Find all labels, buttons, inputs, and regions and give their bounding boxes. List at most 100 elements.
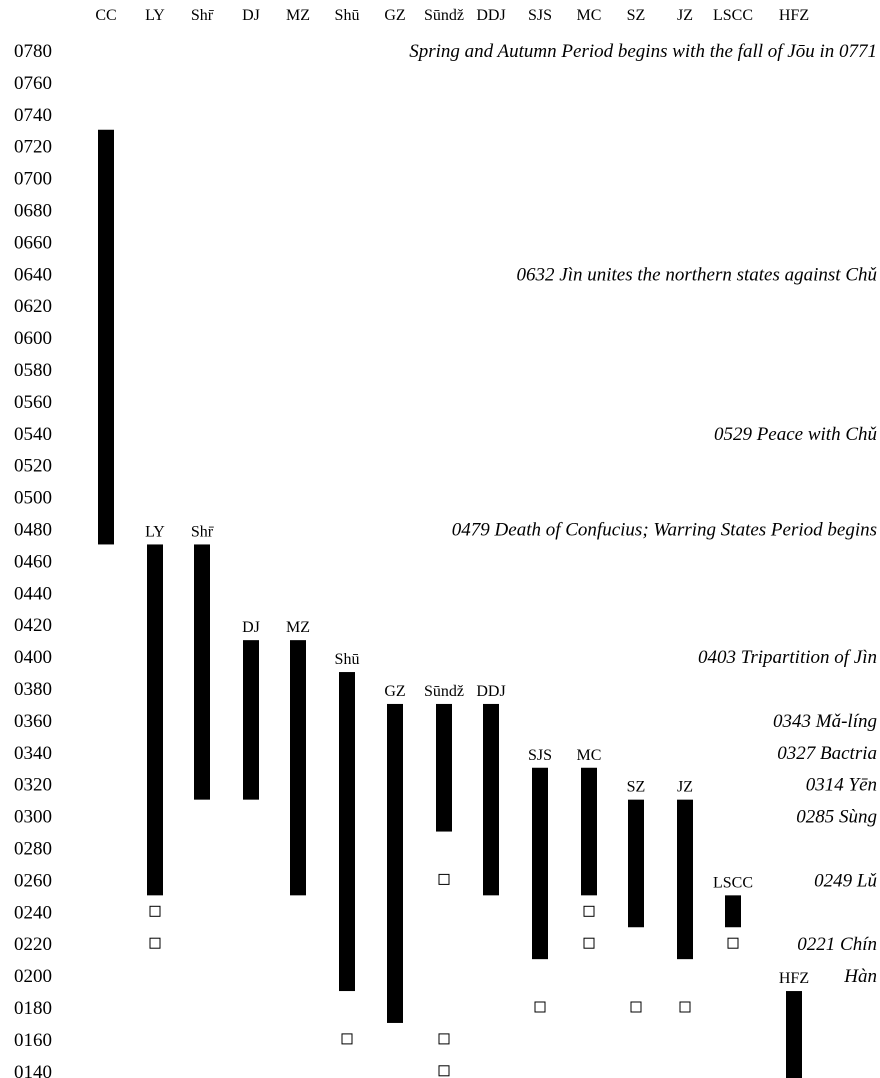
marker-ly [149, 937, 161, 949]
bar-label-sundz: Sūndž [424, 683, 464, 700]
column-header-dj: DJ [242, 7, 260, 24]
bar-label-shr: Shr̄ [191, 523, 214, 540]
bar-label-sjs: SJS [528, 747, 552, 764]
column-header-mz: MZ [286, 7, 310, 24]
bar-gz [387, 703, 403, 1023]
event-annotation: 0529 Peace with Chǔ [714, 424, 877, 445]
event-annotation: 0327 Bactria [777, 743, 877, 764]
bar-label-mc: MC [577, 747, 602, 764]
column-header-shr: Shr̄ [191, 7, 214, 24]
y-tick-label: 0340 [14, 743, 52, 764]
bar-sz [628, 799, 644, 928]
bar-shr [194, 544, 210, 800]
y-tick-label: 0740 [14, 105, 52, 126]
y-tick-label: 0700 [14, 169, 52, 190]
bar-ly [147, 544, 163, 896]
bar-label-hfz: HFZ [779, 970, 809, 987]
event-annotation: Hàn [843, 966, 877, 987]
y-tick-label: 0560 [14, 392, 52, 413]
bar-sundz [436, 703, 452, 832]
marker-sz [630, 1001, 642, 1013]
y-tick-label: 0480 [14, 520, 52, 541]
event-annotation: 0221 Chín [797, 934, 877, 955]
y-tick-label: 0320 [14, 775, 52, 796]
bar-label-ly: LY [145, 523, 165, 540]
y-tick-label: 0600 [14, 328, 52, 349]
bar-hfz [786, 991, 802, 1078]
y-tick-label: 0460 [14, 551, 52, 572]
bar-label-gz: GZ [384, 683, 405, 700]
bar-mc [581, 767, 597, 896]
year-axis: 0780 0760 0740 0720 0700 0680 0660 0640 0620 0600… [14, 41, 52, 1078]
bar-cc [98, 129, 114, 545]
y-tick-label: 0180 [14, 998, 52, 1019]
column-header-lscc: LSCC [713, 7, 753, 24]
y-tick-label: 0360 [14, 711, 52, 732]
column-headers: CC LY Shr̄ DJ MZ Shū GZ Sūndž DDJ SJS MC SZ JZ LSCC HF… [95, 7, 809, 24]
bar-label-lscc: LSCC [713, 874, 753, 891]
y-tick-label: 0160 [14, 1030, 52, 1051]
marker-mc [583, 905, 595, 917]
bar-labels: LY Shr̄ DJ MZ Shū GZ Sūndž DDJ SJS MC SZ JZ LSCC HFZ [145, 523, 809, 987]
bar-label-mz: MZ [286, 619, 310, 636]
column-header-hfz: HFZ [779, 7, 809, 24]
bar-shu [339, 672, 355, 992]
marker-mc [583, 937, 595, 949]
column-header-ly: LY [145, 7, 165, 24]
column-header-gz: GZ [384, 7, 405, 24]
marker-ly [149, 905, 161, 917]
y-tick-label: 0620 [14, 296, 52, 317]
column-header-ddj: DDJ [476, 7, 505, 24]
y-tick-label: 0440 [14, 583, 52, 604]
bar-ddj [483, 703, 499, 896]
y-tick-label: 0220 [14, 934, 52, 955]
y-tick-label: 0520 [14, 456, 52, 477]
column-header-sjs: SJS [528, 7, 552, 24]
y-tick-label: 0720 [14, 137, 52, 158]
y-tick-label: 0680 [14, 201, 52, 222]
marker-lscc [727, 937, 739, 949]
y-tick-label: 0300 [14, 807, 52, 828]
bar-label-sz: SZ [627, 779, 646, 796]
column-header-cc: CC [95, 7, 116, 24]
column-header-sundz: Sūndž [424, 7, 464, 24]
column-header-jz: JZ [677, 7, 693, 24]
bar-label-jz: JZ [677, 779, 693, 796]
y-tick-label: 0580 [14, 360, 52, 381]
y-tick-label: 0400 [14, 647, 52, 668]
y-tick-label: 0660 [14, 232, 52, 253]
event-annotation: 0403 Tripartition of Jìn [698, 647, 877, 668]
bar-dj [243, 640, 259, 800]
column-header-shu: Shū [335, 7, 360, 24]
marker-jz [679, 1001, 691, 1013]
column-header-sz: SZ [627, 7, 646, 24]
bar-sjs [532, 767, 548, 960]
bar-mz [290, 640, 306, 896]
bar-label-dj: DJ [242, 619, 260, 636]
event-annotation: 0314 Yēn [806, 775, 877, 796]
y-tick-label: 0540 [14, 424, 52, 445]
marker-shu [341, 1033, 353, 1045]
event-annotation: 0632 Jìn unites the northern states agai… [517, 264, 877, 285]
marker-sundz [438, 1033, 450, 1045]
event-annotation: 0285 Sùng [796, 807, 877, 828]
bar-label-ddj: DDJ [476, 683, 505, 700]
y-tick-label: 0420 [14, 615, 52, 636]
text-bars [98, 129, 802, 1078]
column-header-mc: MC [577, 7, 602, 24]
marker-sjs [534, 1001, 546, 1013]
bar-jz [677, 799, 693, 960]
y-tick-label: 0200 [14, 966, 52, 987]
bar-markers [149, 873, 739, 1077]
event-annotation: 0343 Mǎ-líng [773, 711, 877, 732]
y-tick-label: 0280 [14, 839, 52, 860]
y-tick-label: 0380 [14, 679, 52, 700]
y-tick-label: 0780 [14, 41, 52, 62]
y-tick-label: 0240 [14, 902, 52, 923]
y-tick-label: 0760 [14, 73, 52, 94]
event-annotation: 0249 Lǔ [814, 870, 877, 891]
y-tick-label: 0260 [14, 870, 52, 891]
marker-sundz [438, 873, 450, 885]
marker-sundz [438, 1065, 450, 1077]
